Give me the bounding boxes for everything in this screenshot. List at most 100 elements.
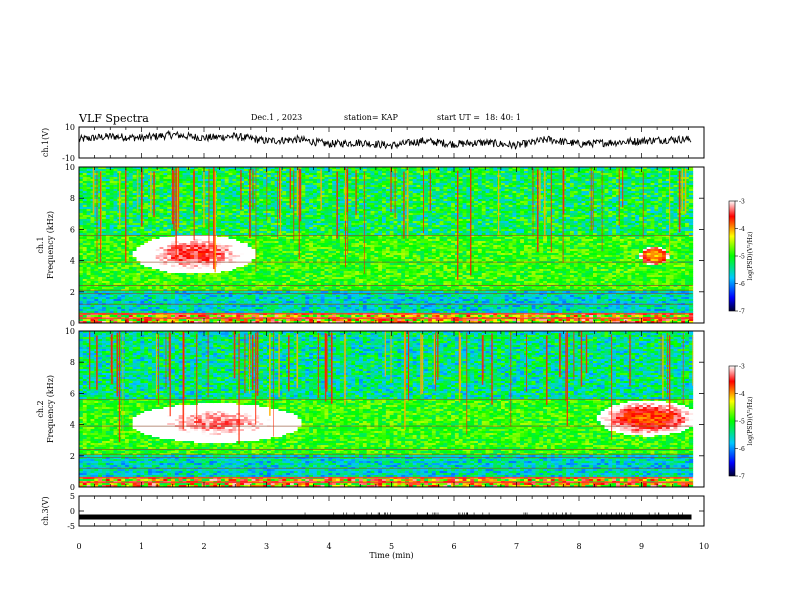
spectrogram-cell <box>174 305 180 308</box>
spectrogram-cell <box>201 275 206 278</box>
spectrogram-cell <box>163 299 168 302</box>
spectrogram-cell <box>182 291 187 294</box>
spectrogram-cell <box>105 241 111 244</box>
spectrogram-cell <box>125 205 130 208</box>
spectrogram-cell <box>159 221 164 224</box>
spectrogram-cell <box>220 283 226 286</box>
spectrogram-cell <box>144 193 149 196</box>
spectrogram-cell <box>109 319 114 322</box>
spectrogram-cell <box>109 193 114 196</box>
spectrogram-cell <box>186 235 191 238</box>
spectrogram-cell <box>220 315 226 318</box>
spectrogram-cell <box>205 247 210 250</box>
spectrogram-cell <box>174 243 180 246</box>
spectrogram-cell <box>217 187 222 190</box>
spectrogram-cell <box>209 227 214 230</box>
spectrogram-cell <box>117 251 122 254</box>
spectrogram-cell <box>201 269 206 272</box>
spectrogram-cell <box>94 233 99 236</box>
spectrogram-cell <box>220 265 226 268</box>
spectrogram-cell <box>190 217 195 220</box>
spectrogram-cell <box>163 215 168 218</box>
spectrogram-cell <box>174 233 180 236</box>
spectrogram-cell <box>159 301 164 304</box>
spectrogram-cell <box>140 315 145 318</box>
spectrogram-cell <box>121 203 126 206</box>
spectrogram-cell <box>98 295 103 298</box>
spectrogram-cell <box>174 177 180 180</box>
spectrogram-cell <box>144 263 149 266</box>
spectrogram-cell <box>194 299 199 302</box>
spectrogram-cell <box>132 285 137 288</box>
spectrogram-cell <box>174 311 180 314</box>
spectrogram-cell <box>240 213 245 216</box>
spectrogram-cell <box>209 245 214 248</box>
spectrogram-cell <box>171 291 176 294</box>
spectrogram-cell <box>94 191 99 194</box>
spectrogram-cell <box>113 191 118 194</box>
spectrogram-cell <box>236 311 241 314</box>
spectrogram-cell <box>236 245 241 248</box>
spectrogram-cell <box>140 275 145 278</box>
spectrogram-cell <box>128 179 134 182</box>
spectrogram-cell <box>102 255 107 258</box>
spectrogram-cell <box>102 217 107 220</box>
spectrogram-cell <box>151 245 157 248</box>
spectrogram-cell <box>209 239 214 242</box>
spectrogram-cell <box>186 243 191 246</box>
spectrogram-cell <box>109 243 114 246</box>
spectrogram-cell <box>136 295 141 298</box>
spectrogram-cell <box>109 265 114 268</box>
spectrogram-cell <box>136 217 141 220</box>
spectrogram-cell <box>86 175 91 178</box>
spectrogram-cell <box>144 207 149 210</box>
spectrogram-cell <box>220 309 226 312</box>
spectrogram-cell <box>155 223 160 226</box>
spectrogram-cell <box>155 263 160 266</box>
spectrogram-cell <box>194 223 199 226</box>
spectrogram-cell <box>163 223 168 226</box>
spectrogram-cell <box>228 179 233 182</box>
spectrogram-cell <box>224 183 230 186</box>
spectrogram-cell <box>125 263 130 266</box>
spectrogram-cell <box>220 307 226 310</box>
spectrogram-cell <box>121 285 126 288</box>
spectrogram-cell <box>220 293 226 296</box>
spectrogram-cell <box>105 249 111 252</box>
spectrogram-cell <box>98 291 103 294</box>
spectrogram-cell <box>228 173 233 176</box>
spectrogram-cell <box>205 177 210 180</box>
spectrogram-cell <box>94 255 99 258</box>
spectrogram-cell <box>209 205 214 208</box>
spectrogram-cell <box>182 171 187 174</box>
spectrogram-cell <box>220 233 226 236</box>
spectrogram-cell <box>136 259 141 262</box>
spectrogram-cell <box>151 283 157 286</box>
spectrogram-cell <box>102 213 107 216</box>
spectrogram-cell <box>159 193 164 196</box>
spectrogram-cell <box>163 297 168 300</box>
spectrogram-cell <box>236 291 241 294</box>
spectrogram-cell <box>136 321 141 324</box>
spectrogram-cell <box>113 295 118 298</box>
spectrogram-cell <box>213 281 218 284</box>
spectrogram-cell <box>197 301 203 304</box>
spectrogram-cell <box>159 299 164 302</box>
spectrogram-cell <box>171 283 176 286</box>
spectrogram-cell <box>178 171 183 174</box>
spectrogram-cell <box>178 247 183 250</box>
spectrogram-cell <box>186 179 191 182</box>
spectrogram-cell <box>178 181 183 184</box>
spectrogram-cell <box>182 223 187 226</box>
spectrogram-cell <box>132 209 137 212</box>
spectrogram-cell <box>90 283 95 286</box>
spectrogram-cell <box>94 215 99 218</box>
spectrogram-cell <box>190 273 195 276</box>
spectrogram-cell <box>228 229 233 232</box>
spectrogram-cell <box>232 293 237 296</box>
spectrogram-cell <box>117 275 122 278</box>
spectrogram-cell <box>109 221 114 224</box>
spectrogram-cell <box>194 281 199 284</box>
spectrogram-cell <box>136 189 141 192</box>
